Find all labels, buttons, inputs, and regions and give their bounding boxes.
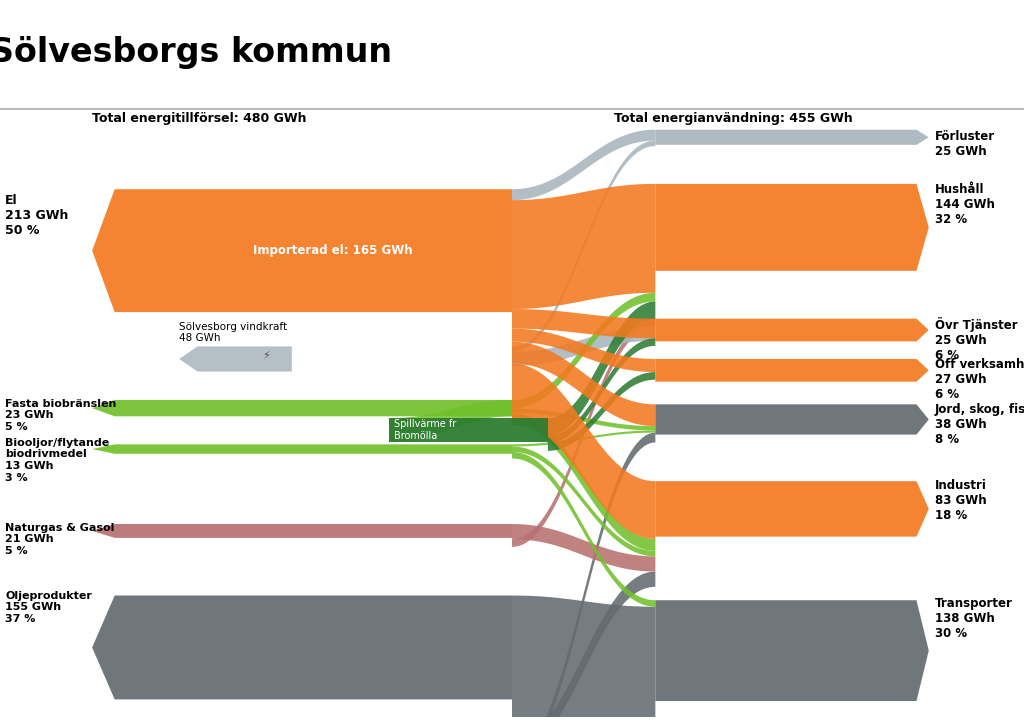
Text: Total energianvändning: 455 GWh: Total energianvändning: 455 GWh: [614, 112, 853, 125]
Text: Off verksamhet
27 GWh
6 %: Off verksamhet 27 GWh 6 %: [935, 358, 1024, 400]
Polygon shape: [512, 309, 655, 338]
Polygon shape: [179, 346, 292, 371]
Polygon shape: [512, 319, 655, 547]
Polygon shape: [512, 408, 655, 431]
Polygon shape: [512, 433, 655, 724]
Polygon shape: [512, 184, 655, 309]
Polygon shape: [512, 327, 655, 366]
Polygon shape: [512, 452, 655, 607]
Polygon shape: [512, 140, 655, 352]
Text: ⚡: ⚡: [262, 351, 270, 361]
Polygon shape: [512, 329, 655, 372]
Text: Total energitillförsel: 480 GWh: Total energitillförsel: 480 GWh: [92, 112, 306, 125]
Polygon shape: [512, 130, 655, 200]
Text: El
213 GWh
50 %: El 213 GWh 50 %: [5, 194, 69, 237]
Polygon shape: [655, 359, 929, 382]
Polygon shape: [92, 445, 512, 454]
Polygon shape: [92, 189, 512, 312]
Polygon shape: [655, 404, 929, 434]
Polygon shape: [512, 447, 655, 556]
Polygon shape: [548, 338, 655, 443]
Polygon shape: [655, 130, 929, 145]
Text: Fasta biobränslen
23 GWh
5 %: Fasta biobränslen 23 GWh 5 %: [5, 399, 117, 432]
Polygon shape: [92, 400, 512, 416]
Text: Importerad el: 165 GWh: Importerad el: 165 GWh: [253, 244, 413, 257]
Polygon shape: [512, 524, 655, 571]
Text: Industri
83 GWh
18 %: Industri 83 GWh 18 %: [935, 479, 987, 522]
Polygon shape: [92, 596, 512, 699]
Polygon shape: [548, 301, 655, 436]
Text: Sölvesborg vindkraft
48 GWh: Sölvesborg vindkraft 48 GWh: [179, 321, 288, 343]
Polygon shape: [389, 400, 512, 442]
Text: Naturgas & Gasol
21 GWh
5 %: Naturgas & Gasol 21 GWh 5 %: [5, 523, 115, 556]
Polygon shape: [548, 372, 655, 451]
Text: Jord, skog, fiske
38 GWh
8 %: Jord, skog, fiske 38 GWh 8 %: [935, 403, 1024, 446]
Text: Förluster
25 GWh: Förluster 25 GWh: [935, 130, 995, 158]
Text: Spillvärme fr
Bromölla: Spillvärme fr Bromölla: [394, 419, 457, 441]
Polygon shape: [512, 571, 655, 724]
Text: Oljeprodukter
155 GWh
37 %: Oljeprodukter 155 GWh 37 %: [5, 591, 92, 624]
Polygon shape: [512, 342, 655, 426]
Polygon shape: [655, 600, 929, 701]
Polygon shape: [655, 184, 929, 271]
Polygon shape: [512, 431, 655, 447]
Text: Transporter
138 GWh
30 %: Transporter 138 GWh 30 %: [935, 597, 1013, 640]
Text: Hushåll
144 GWh
32 %: Hushåll 144 GWh 32 %: [935, 182, 994, 226]
Polygon shape: [655, 319, 929, 341]
Text: Sölvesborgs kommun: Sölvesborgs kommun: [0, 36, 392, 70]
Text: Biooljor/flytande
biodrivmedel
13 GWh
3 %: Biooljor/flytande biodrivmedel 13 GWh 3 …: [5, 438, 110, 482]
Polygon shape: [512, 596, 655, 724]
Polygon shape: [92, 524, 512, 538]
Polygon shape: [512, 292, 655, 408]
Polygon shape: [655, 481, 929, 536]
Text: Övr Tjänster
25 GWh
6 %: Övr Tjänster 25 GWh 6 %: [935, 317, 1018, 363]
Polygon shape: [512, 363, 655, 539]
Polygon shape: [389, 418, 548, 442]
Polygon shape: [512, 413, 655, 551]
